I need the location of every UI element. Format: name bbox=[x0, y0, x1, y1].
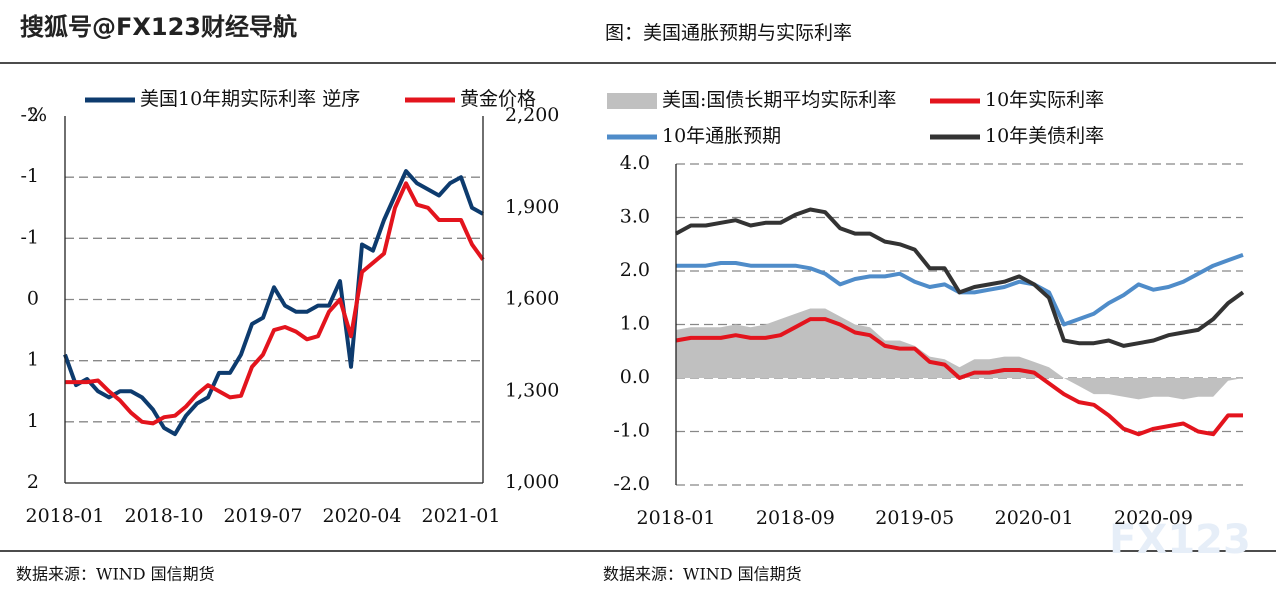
y-tick-label: 4.0 bbox=[620, 152, 650, 174]
source-note: 数据来源：WIND 国信期货 bbox=[16, 565, 215, 584]
legend-label: 10年通胀预期 bbox=[662, 125, 781, 147]
line bbox=[63, 169, 484, 437]
watermark: 搜狐号@FX123财经导航 bbox=[20, 13, 297, 41]
chart-title: 图：美国通胀预期与实际利率 bbox=[605, 22, 852, 44]
y-tick-label: 0 bbox=[27, 288, 39, 310]
x-tick-label: 2018-09 bbox=[756, 507, 835, 529]
legend-label: 10年美债利率 bbox=[985, 125, 1104, 147]
legend-label: 黄金价格 bbox=[460, 88, 536, 110]
x-tick-label: 2020-04 bbox=[323, 505, 402, 527]
y2-tick-label: 1,300 bbox=[505, 379, 559, 401]
y-tick-label: -1 bbox=[20, 165, 39, 187]
y-tick-label: 1.0 bbox=[620, 313, 650, 335]
x-tick-label: 2018-01 bbox=[637, 507, 716, 529]
y-tick-label: 2.0 bbox=[620, 259, 650, 281]
y-tick-label: -1 bbox=[20, 226, 39, 248]
y2-tick-label: 1,900 bbox=[505, 196, 559, 218]
x-tick-label: 2021-01 bbox=[422, 505, 501, 527]
line bbox=[675, 317, 1243, 437]
y2-tick-label: 1,600 bbox=[505, 288, 559, 310]
y-tick-label: 1 bbox=[27, 349, 39, 371]
legend-swatch bbox=[607, 93, 657, 109]
y-tick-label: 0.0 bbox=[620, 366, 650, 388]
x-tick-label: 2019-07 bbox=[224, 505, 303, 527]
x-tick-label: 2020-01 bbox=[995, 507, 1074, 529]
legend-label: 10年实际利率 bbox=[985, 89, 1104, 111]
x-tick-label: 2018-01 bbox=[26, 505, 105, 527]
y2-tick-label: 1,000 bbox=[505, 471, 559, 493]
y-tick-label: -1.0 bbox=[613, 420, 650, 442]
y2-tick-label: 2,200 bbox=[505, 104, 559, 126]
line bbox=[65, 181, 485, 426]
x-tick-label: 2020-09 bbox=[1114, 507, 1193, 529]
y-tick-label: 1 bbox=[27, 410, 39, 432]
legend-label: 美国10年期实际利率 逆序 bbox=[140, 88, 360, 110]
y-tick-label: -2 bbox=[20, 104, 39, 126]
y-tick-label: 2 bbox=[27, 471, 39, 493]
area bbox=[676, 308, 1243, 400]
legend-label: 美国:国债长期平均实际利率 bbox=[662, 89, 896, 111]
logo-watermark: FX123 bbox=[1109, 517, 1251, 563]
x-tick-label: 2019-05 bbox=[875, 507, 954, 529]
line bbox=[675, 207, 1245, 348]
source-note: 数据来源：WIND 国信期货 bbox=[603, 565, 802, 584]
y-tick-label: -2.0 bbox=[613, 473, 650, 495]
x-tick-label: 2018-10 bbox=[125, 505, 204, 527]
y-tick-label: 3.0 bbox=[620, 206, 650, 228]
y-unit: % bbox=[29, 104, 47, 126]
